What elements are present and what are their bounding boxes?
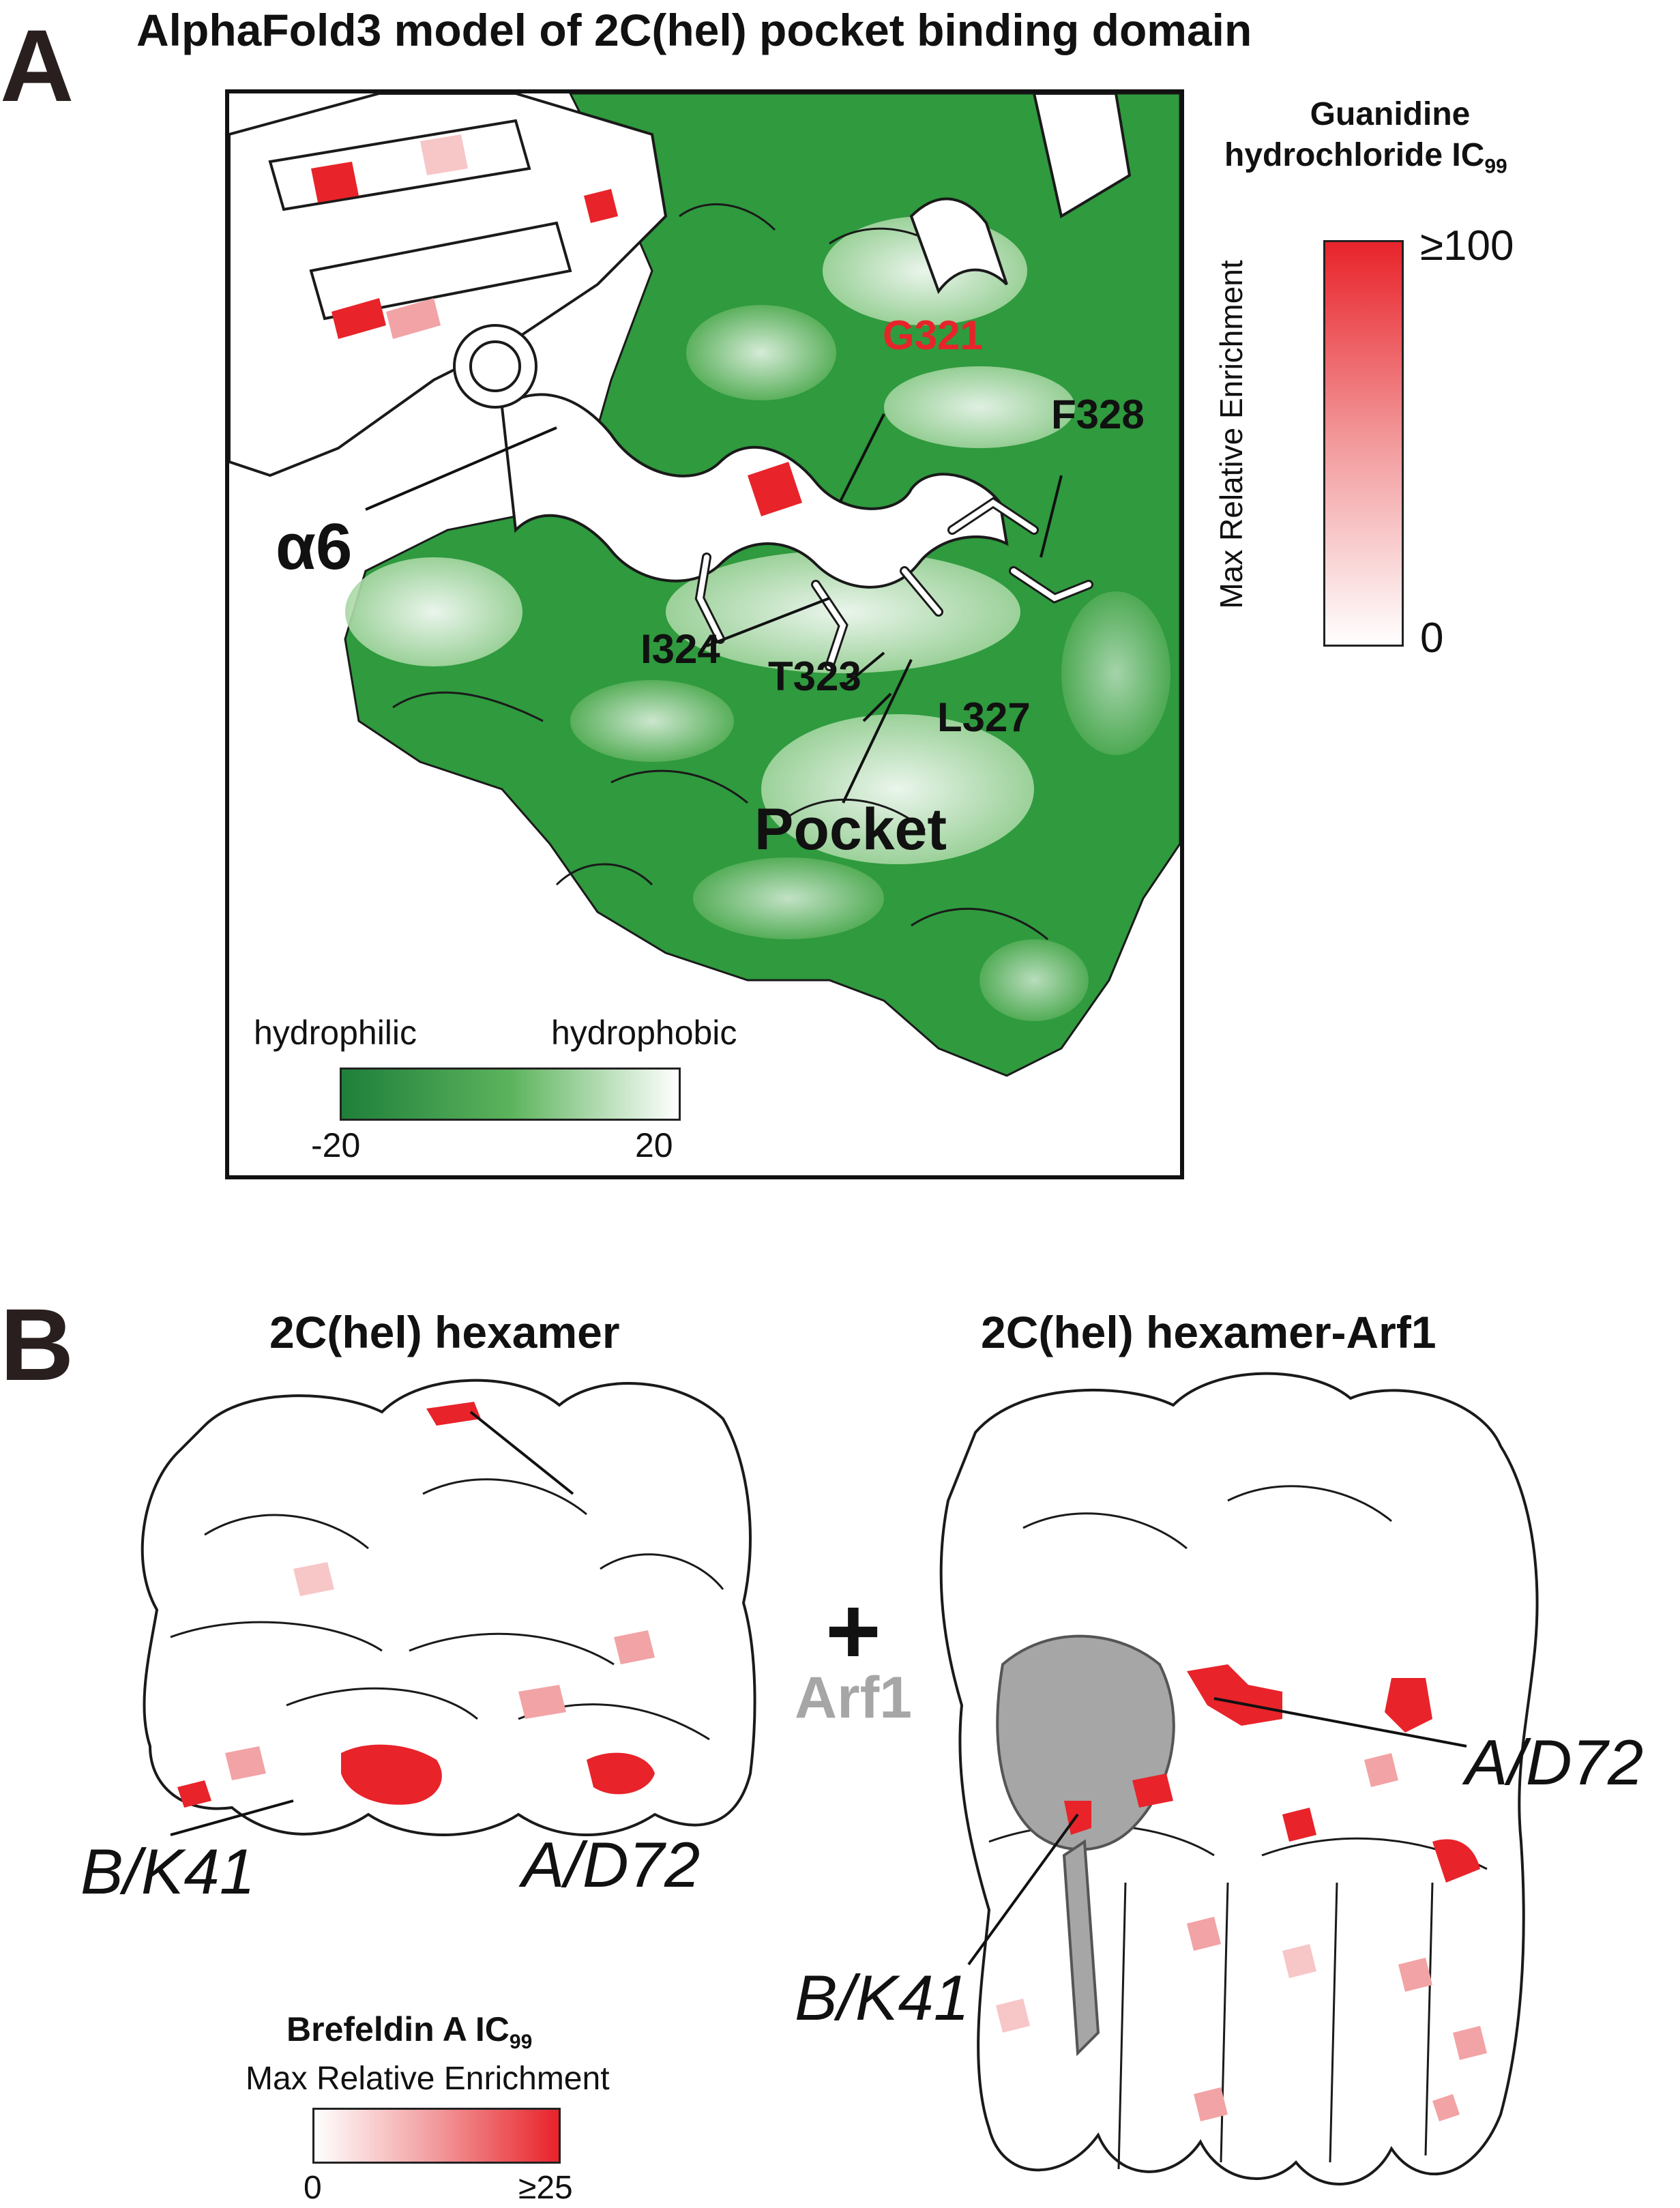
leader-l327: [862, 692, 892, 722]
hydro-legend-left-label: hydrophilic: [254, 1014, 417, 1052]
leader-i324: [706, 597, 830, 647]
leader-right-bk41: [967, 1813, 1079, 1966]
label-right-ad72: A/D72: [1465, 1726, 1644, 1798]
panel-a-letter: A: [0, 8, 74, 123]
label-alpha6: α6: [276, 510, 353, 583]
structure-figure-a: G321 F328 α6 I324 T323 L327 Pocket hydro…: [225, 89, 1184, 1179]
hexamer-left: [141, 1379, 756, 1836]
enrichment-axis-label: Max Relative Enrichment: [1213, 260, 1249, 609]
hydro-legend-right-label: hydrophobic: [551, 1014, 737, 1052]
label-pocket: Pocket: [754, 797, 947, 862]
leader-left-bk41: [170, 1799, 294, 1836]
panel-b-right-title: 2C(hel) hexamer-Arf1: [981, 1307, 1436, 1357]
hydro-legend-gradient: [340, 1068, 681, 1121]
leader-left-ad72: [469, 1411, 574, 1495]
brefeldin-legend-max: ≥25: [518, 2170, 573, 2206]
leader-alpha6: [365, 426, 557, 511]
plus-symbol: +: [825, 1577, 881, 1684]
panel-b-left-title: 2C(hel) hexamer: [269, 1307, 620, 1357]
label-g321: G321: [883, 312, 983, 358]
label-left-bk41: B/K41: [80, 1836, 256, 1907]
hexamer-arf1-right: [939, 1372, 1539, 2185]
leader-right-ad72: [1213, 1697, 1467, 1748]
brefeldin-legend-title: Brefeldin A IC99: [286, 2010, 533, 2053]
leader-t323: [842, 651, 885, 688]
right-enriched-patches: [996, 1664, 1487, 2121]
enrichment-legend-title-1: Guanidine: [1310, 96, 1471, 132]
arf1-label: Arf1: [795, 1665, 913, 1731]
leader-pocket: [842, 659, 913, 804]
brefeldin-legend-gradient: [312, 2108, 561, 2164]
hydro-legend-min: -20: [311, 1126, 361, 1164]
label-right-bk41: B/K41: [795, 1962, 970, 2033]
panel-b-letter: B: [0, 1287, 74, 1402]
hydro-legend-max: 20: [635, 1126, 673, 1164]
enrichment-legend-min: 0: [1420, 615, 1444, 662]
label-f328: F328: [1051, 392, 1145, 437]
label-t323: T323: [768, 653, 861, 699]
enrichment-axis-label-wrap: Max Relative Enrichment: [1207, 232, 1255, 641]
enrichment-legend-gradient: [1323, 240, 1404, 647]
enriched-residues: [311, 134, 802, 516]
enrichment-legend-max: ≥100: [1420, 222, 1514, 269]
arf1-ribbon: [996, 1634, 1175, 2057]
brefeldin-legend-min: 0: [304, 2170, 322, 2206]
leader-f328: [1040, 475, 1063, 558]
pocket-structure-render: [229, 93, 1180, 1077]
panel-a-title: AlphaFold3 model of 2C(hel) pocket bindi…: [136, 5, 1252, 55]
label-l327: L327: [937, 694, 1031, 740]
enrichment-legend-title-2: hydrochloride IC99: [1224, 137, 1507, 178]
left-enriched-patches: [177, 1402, 655, 1808]
brefeldin-legend-subtitle: Max Relative Enrichment: [246, 2061, 610, 2097]
label-left-ad72: A/D72: [522, 1829, 701, 1900]
leader-g321: [838, 413, 885, 503]
label-i324: I324: [640, 626, 720, 672]
